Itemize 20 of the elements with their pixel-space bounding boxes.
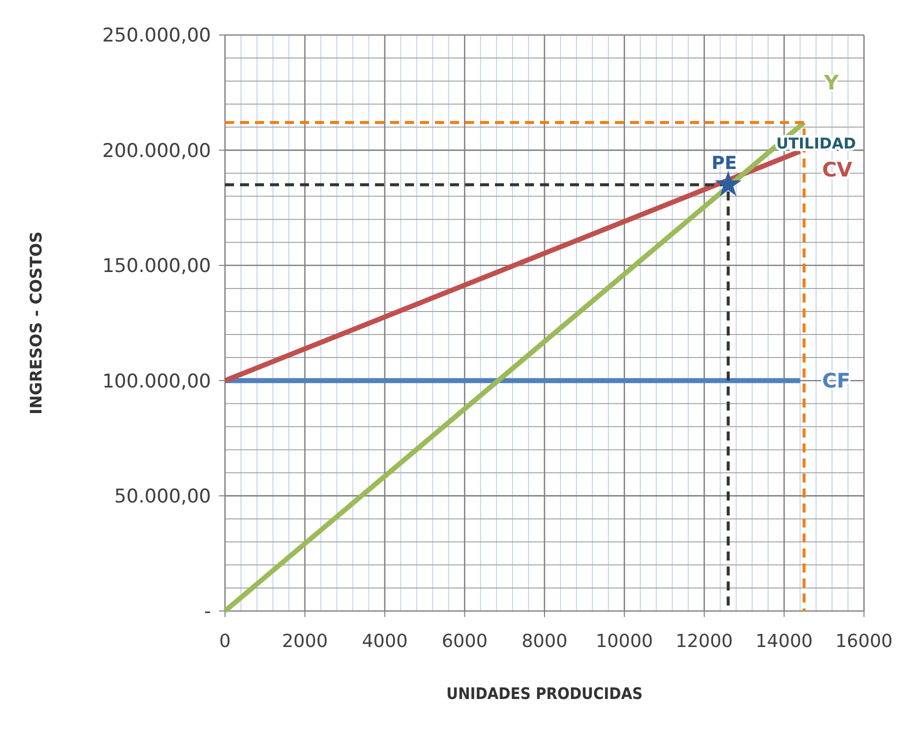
- x-tick-label: 6000: [442, 631, 488, 652]
- x-tick-label: 16000: [835, 631, 893, 652]
- x-tick-label: 4000: [362, 631, 408, 652]
- x-tick-label: 14000: [755, 631, 813, 652]
- x-tick-label: 10000: [596, 631, 654, 652]
- x-tick-label: 0: [219, 631, 231, 652]
- y-tick-label: 250.000,00: [102, 24, 211, 47]
- x-tick-label: 2000: [282, 631, 328, 652]
- series-label: PE: [711, 152, 737, 174]
- series-label: CV: [822, 157, 853, 182]
- y-tick-label: 100.000,00: [102, 370, 211, 392]
- x-tick-label: 8000: [522, 631, 568, 652]
- y-tick-label: 200.000,00: [102, 140, 211, 162]
- series-label: Y: [823, 70, 840, 95]
- y-tick-label: -: [204, 600, 211, 623]
- x-tick-label: 12000: [676, 631, 733, 652]
- y-axis-title: INGRESOS - COSTOS: [26, 231, 46, 415]
- y-tick-label: 150.000,00: [102, 255, 211, 278]
- y-tick-label: 50.000,00: [114, 485, 211, 508]
- x-axis-title: UNIDADES PRODUCIDAS: [446, 684, 643, 703]
